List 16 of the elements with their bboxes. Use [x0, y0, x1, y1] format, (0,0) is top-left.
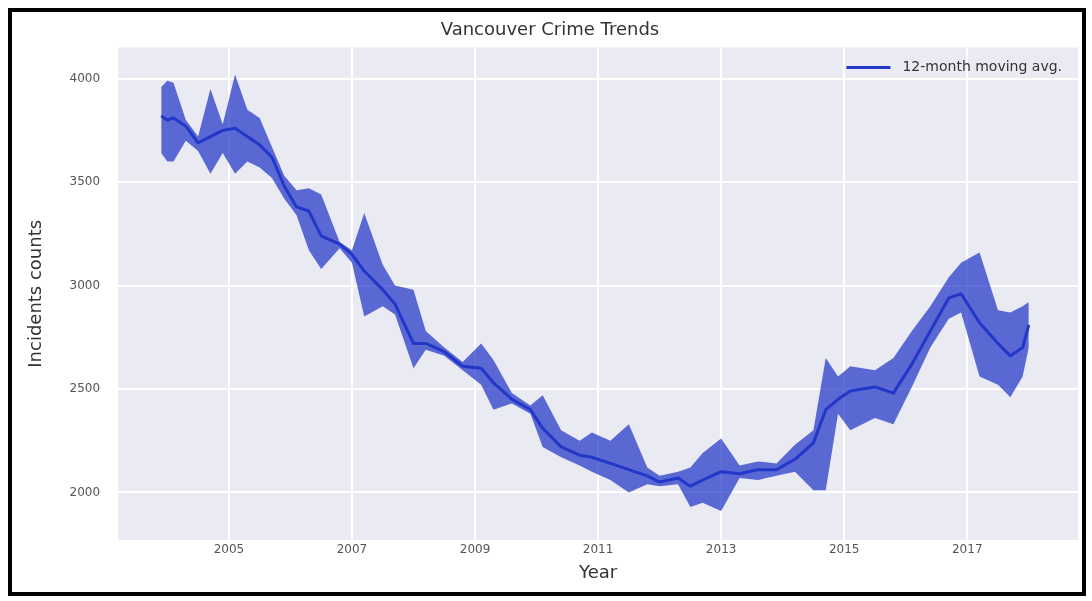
x-tick-label: 2013: [705, 542, 737, 557]
x-tick-label: 2015: [828, 542, 860, 557]
x-tick-label: 2007: [336, 542, 368, 557]
y-tick-label: 2500: [69, 381, 101, 396]
legend-label: 12-month moving avg.: [902, 58, 1062, 75]
x-tick-label: 2009: [459, 542, 491, 557]
y-tick-label: 2000: [69, 484, 101, 499]
y-tick-label: 4000: [69, 70, 101, 85]
y-tick-label: 3000: [69, 277, 101, 292]
x-tick-label: 2017: [951, 542, 983, 557]
x-tick-label: 2011: [582, 542, 614, 557]
y-tick-label: 3500: [69, 174, 101, 189]
x-axis-title: Year: [578, 560, 618, 582]
y-axis-title: Incidents counts: [24, 219, 46, 368]
chart-title: Vancouver Crime Trends: [440, 18, 660, 40]
x-tick-label: 2005: [213, 542, 245, 557]
